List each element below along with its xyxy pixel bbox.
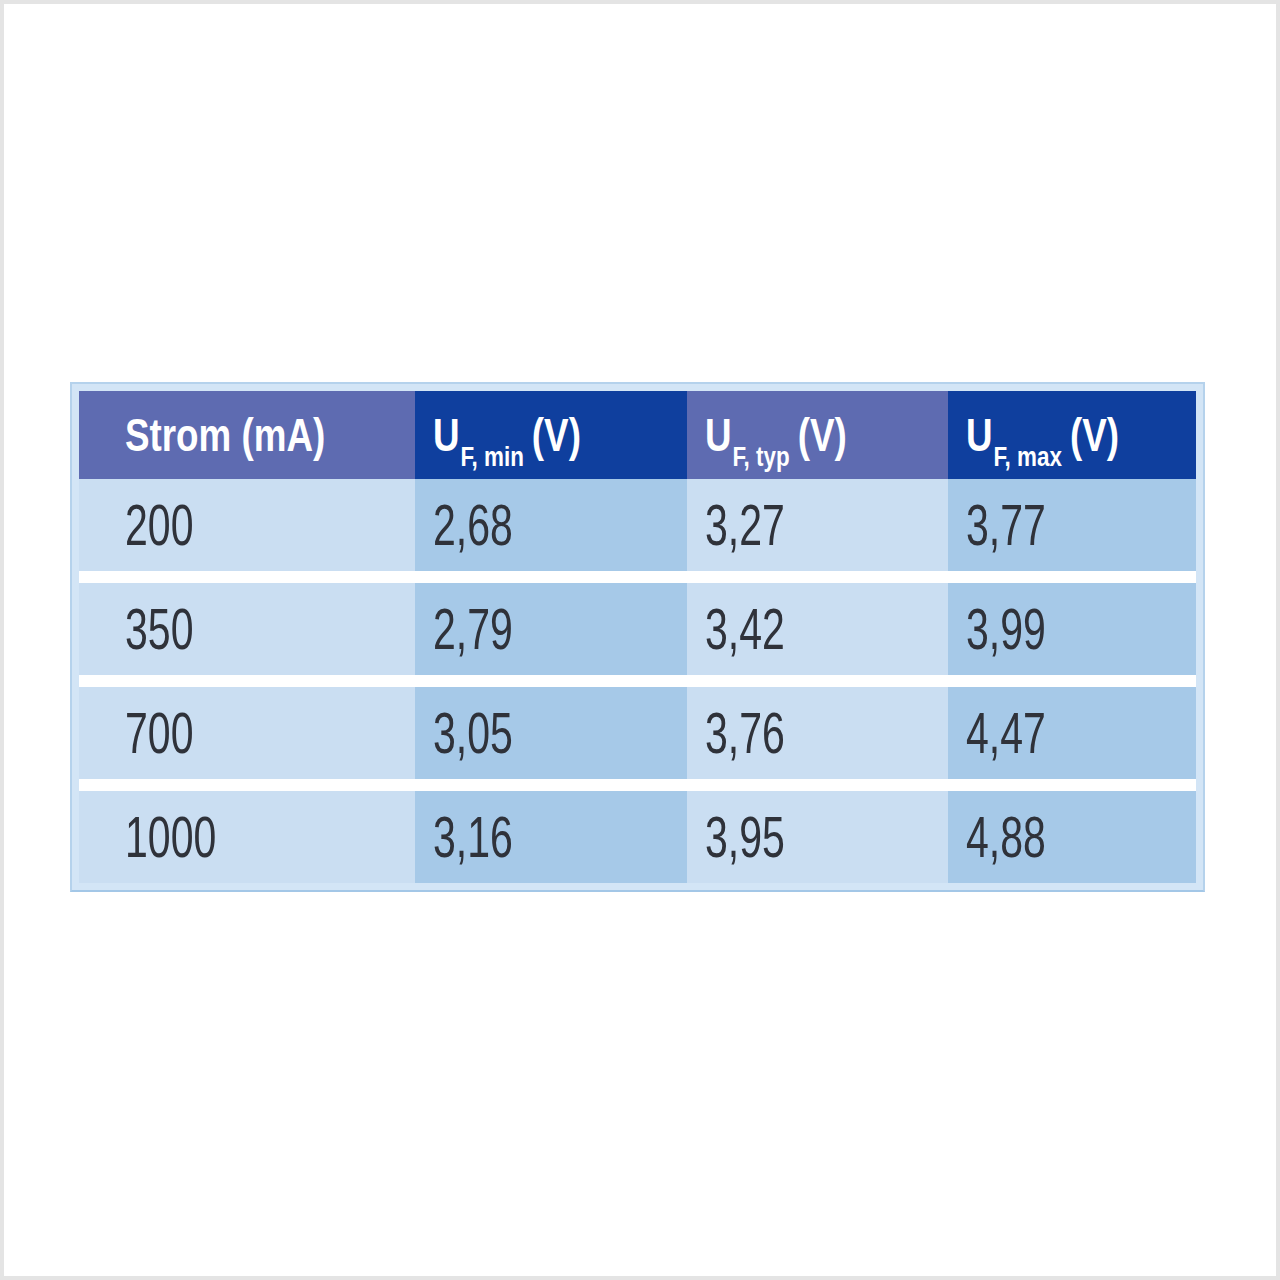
header-cell-uf-min: UF, min(V)	[415, 391, 687, 479]
header-label-uf-max: UF, max(V)	[966, 408, 1119, 462]
data-cell: 3,76	[687, 687, 948, 779]
header-label-uf-typ: UF, typ(V)	[705, 408, 847, 462]
subscript-f-min: F, min	[460, 441, 523, 472]
table-row: 200 2,68 3,27 3,77	[79, 479, 1196, 571]
header-label-strom: Strom (mA)	[125, 408, 325, 462]
header-cell-strom: Strom (mA)	[79, 391, 415, 479]
unit-volt: (V)	[1070, 409, 1119, 461]
unit-volt: (V)	[798, 409, 847, 461]
row-separator	[79, 675, 1196, 687]
table-row: 350 2,79 3,42 3,99	[79, 583, 1196, 675]
header-label-uf-min: UF, min(V)	[433, 408, 581, 462]
unit-volt: (V)	[532, 409, 581, 461]
subscript-f-typ: F, typ	[732, 441, 789, 472]
led-voltage-table: Strom (mA) UF, min(V) UF, typ(V) UF, max…	[70, 382, 1205, 892]
data-cell: 2,68	[415, 479, 687, 571]
table-row: 700 3,05 3,76 4,47	[79, 687, 1196, 779]
data-cell: 1000	[79, 791, 415, 883]
data-cell: 3,77	[948, 479, 1196, 571]
row-separator	[79, 779, 1196, 791]
header-cell-uf-typ: UF, typ(V)	[687, 391, 948, 479]
table-header-row: Strom (mA) UF, min(V) UF, typ(V) UF, max…	[79, 391, 1196, 479]
header-cell-uf-max: UF, max(V)	[948, 391, 1196, 479]
data-cell: 350	[79, 583, 415, 675]
data-cell: 3,16	[415, 791, 687, 883]
table-body: Strom (mA) UF, min(V) UF, typ(V) UF, max…	[79, 391, 1196, 883]
page-canvas: Strom (mA) UF, min(V) UF, typ(V) UF, max…	[0, 0, 1280, 1280]
data-cell: 200	[79, 479, 415, 571]
data-cell: 3,27	[687, 479, 948, 571]
table-row: 1000 3,16 3,95 4,88	[79, 791, 1196, 883]
data-cell: 700	[79, 687, 415, 779]
data-cell: 3,99	[948, 583, 1196, 675]
data-cell: 4,88	[948, 791, 1196, 883]
subscript-f-max: F, max	[993, 441, 1061, 472]
data-cell: 4,47	[948, 687, 1196, 779]
data-cell: 3,95	[687, 791, 948, 883]
data-cell: 3,05	[415, 687, 687, 779]
data-cell: 3,42	[687, 583, 948, 675]
data-cell: 2,79	[415, 583, 687, 675]
row-separator	[79, 571, 1196, 583]
